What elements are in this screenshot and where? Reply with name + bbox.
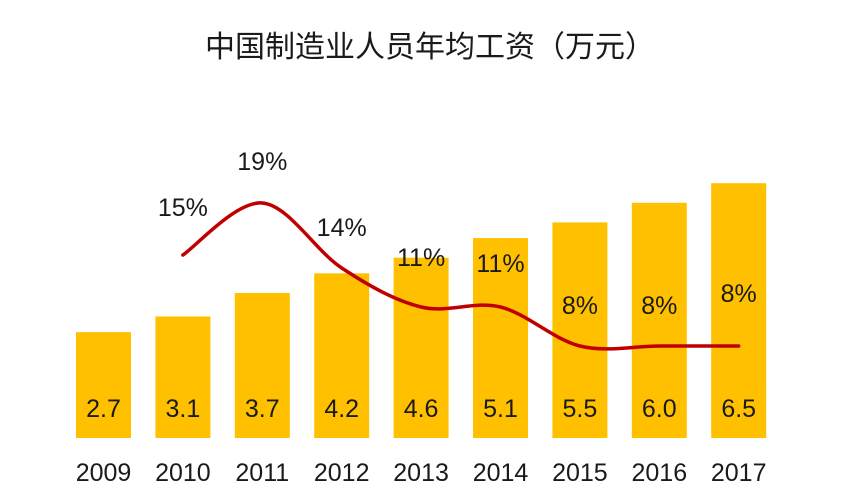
growth-label-2017: 8% xyxy=(721,280,757,308)
bar-group xyxy=(76,183,767,438)
bar-2015 xyxy=(552,222,608,438)
bar-2011 xyxy=(234,292,290,438)
bar-value-labels: 2.7 3.1 3.7 4.2 4.6 5.1 5.5 6.0 6.5 xyxy=(86,395,756,423)
year-label-2011: 2011 xyxy=(235,459,289,487)
bar-2012 xyxy=(314,273,370,438)
bar-value-label-2009: 2.7 xyxy=(86,395,121,423)
bar-value-label-2011: 3.7 xyxy=(245,395,280,423)
growth-label-2015: 8% xyxy=(562,292,598,320)
year-label-2017: 2017 xyxy=(711,459,767,487)
growth-rate-labels: 15% 19% 14% 11% 11% 8% 8% 8% xyxy=(158,148,757,320)
year-label-2016: 2016 xyxy=(631,459,687,487)
bar-2013 xyxy=(393,257,449,438)
bar-2009 xyxy=(76,332,131,438)
growth-label-2010: 15% xyxy=(158,194,208,222)
bar-value-label-2013: 4.6 xyxy=(404,395,439,423)
year-label-2014: 2014 xyxy=(473,459,529,487)
year-label-2012: 2012 xyxy=(314,459,370,487)
bar-2010 xyxy=(155,316,211,438)
growth-label-2011: 19% xyxy=(237,148,287,176)
growth-label-2016: 8% xyxy=(641,292,677,320)
bar-2017 xyxy=(711,183,767,438)
bar-value-label-2016: 6.0 xyxy=(642,395,677,423)
year-label-2010: 2010 xyxy=(155,459,211,487)
bar-2014 xyxy=(473,238,528,438)
growth-label-2014: 11% xyxy=(476,250,524,278)
bar-value-label-2017: 6.5 xyxy=(721,395,756,423)
growth-label-2013: 11% xyxy=(397,244,445,272)
bar-value-label-2010: 3.1 xyxy=(166,395,201,423)
bar-2016 xyxy=(631,202,687,438)
bar-value-label-2015: 5.5 xyxy=(563,395,598,423)
growth-label-2012: 14% xyxy=(317,214,367,242)
chart-title: 中国制造业人员年均工资（万元） xyxy=(205,30,655,65)
bar-value-label-2014: 5.1 xyxy=(483,395,518,423)
bar-value-label-2012: 4.2 xyxy=(324,395,359,423)
x-axis-tick-labels: 2009 2010 2011 2012 2013 2014 2015 2016 2017 xyxy=(76,459,767,487)
growth-rate-line xyxy=(181,201,741,351)
year-label-2013: 2013 xyxy=(393,459,449,487)
year-label-2009: 2009 xyxy=(76,459,132,487)
year-label-2015: 2015 xyxy=(552,459,608,487)
